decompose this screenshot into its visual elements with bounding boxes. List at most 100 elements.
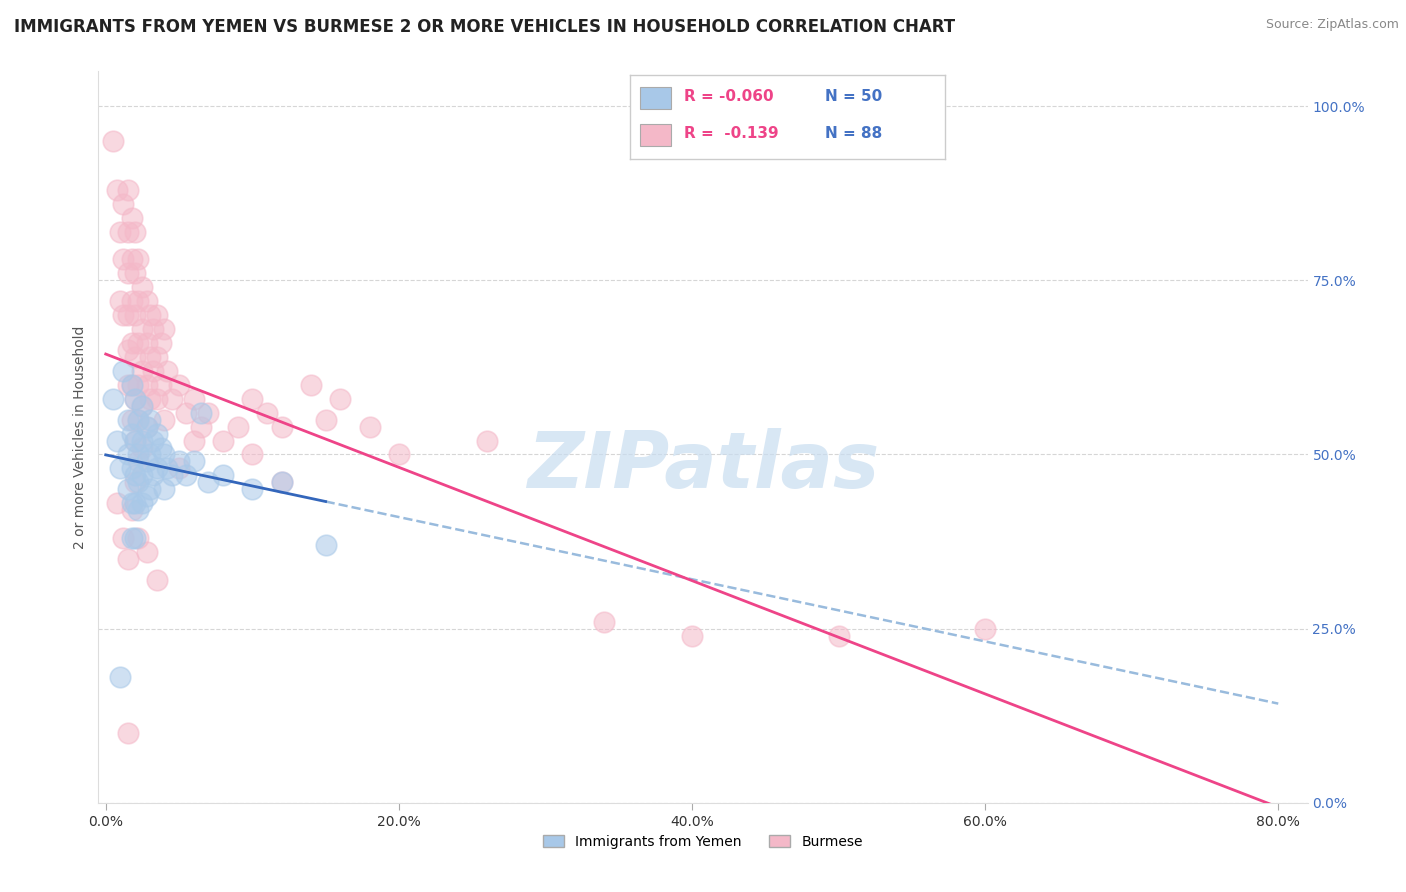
Point <box>146 392 169 406</box>
Point <box>127 377 149 392</box>
Point <box>197 475 219 490</box>
Point <box>138 392 160 406</box>
Point <box>270 475 292 490</box>
Point <box>329 392 352 406</box>
Y-axis label: 2 or more Vehicles in Household: 2 or more Vehicles in Household <box>73 326 87 549</box>
Point <box>153 483 176 497</box>
Point <box>131 468 153 483</box>
Point <box>315 412 337 426</box>
Point <box>256 406 278 420</box>
Point <box>150 336 173 351</box>
Point <box>124 475 146 490</box>
Point <box>167 461 190 475</box>
Point <box>226 419 249 434</box>
Point <box>127 503 149 517</box>
Point <box>127 412 149 426</box>
Point <box>131 280 153 294</box>
Point <box>121 426 143 441</box>
Point <box>121 531 143 545</box>
Point <box>167 454 190 468</box>
Point <box>127 336 149 351</box>
Point <box>110 670 132 684</box>
Point <box>117 183 139 197</box>
Point <box>117 343 139 357</box>
Point <box>124 434 146 448</box>
Point <box>197 406 219 420</box>
Point <box>121 412 143 426</box>
Point <box>117 308 139 322</box>
Point <box>121 496 143 510</box>
Point <box>299 377 322 392</box>
Point <box>121 294 143 309</box>
Point <box>121 461 143 475</box>
Point <box>112 308 135 322</box>
Point <box>135 377 157 392</box>
Point <box>127 531 149 545</box>
Point <box>176 468 198 483</box>
Point <box>142 468 165 483</box>
Legend: Immigrants from Yemen, Burmese: Immigrants from Yemen, Burmese <box>537 830 869 855</box>
Point <box>121 377 143 392</box>
Point <box>142 434 165 448</box>
Point <box>240 448 263 462</box>
Point <box>138 350 160 364</box>
Point <box>135 545 157 559</box>
Point <box>270 475 292 490</box>
Point <box>107 496 129 510</box>
Point <box>121 377 143 392</box>
Point <box>183 392 205 406</box>
Point <box>146 461 169 475</box>
Point <box>112 531 135 545</box>
Point <box>117 483 139 497</box>
Point <box>146 350 169 364</box>
Point <box>212 468 235 483</box>
Point <box>131 399 153 413</box>
Point <box>117 726 139 740</box>
Text: Source: ZipAtlas.com: Source: ZipAtlas.com <box>1265 18 1399 31</box>
Point <box>153 322 176 336</box>
Point <box>112 364 135 378</box>
Point <box>593 615 616 629</box>
Point <box>167 377 190 392</box>
Point <box>135 489 157 503</box>
Point <box>131 434 153 448</box>
Point <box>117 266 139 280</box>
Point <box>681 629 703 643</box>
Point <box>127 454 149 468</box>
Point <box>121 252 143 267</box>
Point <box>359 419 381 434</box>
Point <box>138 412 160 426</box>
Point <box>153 412 176 426</box>
Point <box>101 134 124 148</box>
Point <box>146 573 169 587</box>
Point <box>110 294 132 309</box>
Point <box>121 211 143 225</box>
Point <box>190 406 212 420</box>
Point <box>240 483 263 497</box>
Point <box>135 454 157 468</box>
Point <box>135 419 157 434</box>
Point <box>150 377 173 392</box>
Point <box>101 392 124 406</box>
Point <box>153 448 176 462</box>
Point <box>117 225 139 239</box>
Point <box>138 308 160 322</box>
Text: IMMIGRANTS FROM YEMEN VS BURMESE 2 OR MORE VEHICLES IN HOUSEHOLD CORRELATION CHA: IMMIGRANTS FROM YEMEN VS BURMESE 2 OR MO… <box>14 18 955 36</box>
Point <box>127 252 149 267</box>
Point <box>127 475 149 490</box>
Point <box>121 336 143 351</box>
Point <box>124 266 146 280</box>
Point <box>131 364 153 378</box>
Point <box>124 225 146 239</box>
Point <box>240 392 263 406</box>
Point <box>124 350 146 364</box>
Point <box>135 294 157 309</box>
Point <box>160 392 183 406</box>
Point <box>131 322 153 336</box>
Point <box>124 434 146 448</box>
Text: ZIPatlas: ZIPatlas <box>527 428 879 504</box>
Point <box>146 426 169 441</box>
Point <box>124 496 146 510</box>
Point <box>131 496 153 510</box>
Point <box>138 483 160 497</box>
